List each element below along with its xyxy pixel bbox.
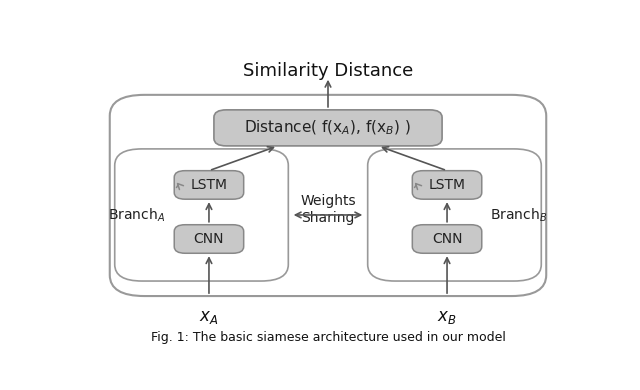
- FancyBboxPatch shape: [412, 171, 482, 199]
- Text: $x_A$: $x_A$: [199, 308, 219, 326]
- Text: LSTM: LSTM: [191, 178, 227, 192]
- Text: Weights: Weights: [300, 195, 356, 208]
- FancyBboxPatch shape: [110, 95, 547, 296]
- FancyBboxPatch shape: [174, 171, 244, 199]
- Text: Sharing: Sharing: [301, 211, 355, 225]
- Text: Branch$_A$: Branch$_A$: [109, 206, 166, 224]
- Text: CNN: CNN: [194, 232, 224, 246]
- FancyBboxPatch shape: [214, 110, 442, 146]
- Text: $x_B$: $x_B$: [437, 308, 457, 326]
- Text: LSTM: LSTM: [429, 178, 465, 192]
- FancyBboxPatch shape: [174, 225, 244, 253]
- Text: Distance( f(x$_A$), f(x$_B$) ): Distance( f(x$_A$), f(x$_B$) ): [244, 119, 412, 137]
- FancyBboxPatch shape: [367, 149, 541, 281]
- Text: Fig. 1: The basic siamese architecture used in our model: Fig. 1: The basic siamese architecture u…: [150, 331, 506, 344]
- FancyBboxPatch shape: [115, 149, 288, 281]
- Text: Branch$_B$: Branch$_B$: [490, 206, 548, 224]
- Text: Similarity Distance: Similarity Distance: [243, 62, 413, 80]
- FancyBboxPatch shape: [412, 225, 482, 253]
- Text: CNN: CNN: [432, 232, 462, 246]
